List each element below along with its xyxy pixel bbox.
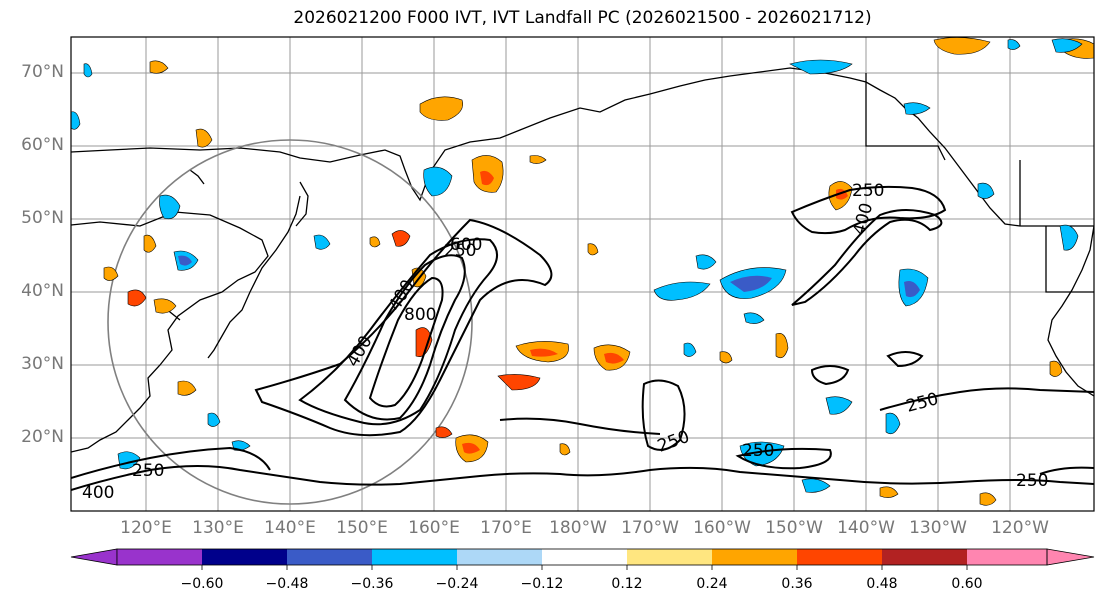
colorbar-segment	[117, 549, 202, 565]
colorbar-tick-label: 0.60	[951, 576, 983, 592]
colorbar-tick-label: −0.36	[350, 576, 394, 592]
colorbar-tick-label: 0.48	[866, 576, 898, 592]
colorbar-tick-label: 0.12	[611, 576, 643, 592]
colorbar-segment	[457, 549, 542, 565]
landfall-region-circle	[107, 139, 473, 505]
colorbar-tick-label: −0.48	[265, 576, 309, 592]
colorbar-tick-label: 0.36	[781, 576, 813, 592]
colorbar-min-extend	[70, 548, 118, 566]
lon-label: 160°E	[408, 518, 460, 538]
lon-label: 120°W	[991, 518, 1049, 538]
contour-label: 250	[742, 441, 774, 461]
lon-label: 180°W	[549, 518, 607, 538]
contour-label: 250	[1016, 471, 1048, 491]
ivt-contours	[71, 185, 1094, 491]
positive-shading	[103, 37, 1094, 506]
negative-shading	[71, 38, 1083, 493]
lat-label: 50°N	[21, 208, 64, 228]
colorbar-segment	[797, 549, 882, 565]
lon-label: 170°W	[621, 518, 679, 538]
lat-label: 40°N	[21, 281, 64, 301]
lon-label: 170°E	[480, 518, 532, 538]
lon-label: 150°E	[336, 518, 388, 538]
colorbar-frame	[116, 548, 1048, 566]
colorbar	[70, 548, 1095, 570]
colorbar-max-extend	[1046, 548, 1095, 566]
coastlines	[71, 67, 1094, 453]
contour-label: 250	[132, 461, 164, 481]
gridlines	[71, 37, 1094, 511]
contour-label: 600	[450, 235, 482, 255]
lon-label: 140°E	[264, 518, 316, 538]
lon-label: 120°E	[120, 518, 172, 538]
colorbar-segment	[967, 549, 1047, 565]
colorbar-segment	[202, 549, 287, 565]
map-title: 2026021200 F000 IVT, IVT Landfall PC (20…	[293, 8, 872, 28]
lat-label: 20°N	[21, 427, 64, 447]
map-frame	[70, 36, 1095, 512]
lon-label: 150°W	[765, 518, 823, 538]
colorbar-tick-label: −0.24	[435, 576, 479, 592]
colorbar-tick-label: −0.60	[180, 576, 224, 592]
lat-label: 60°N	[21, 135, 64, 155]
contour-label: 250	[444, 241, 476, 261]
colorbar-segment	[712, 549, 797, 565]
lon-label: 130°W	[909, 518, 967, 538]
colorbar-tick-label: 0.24	[696, 576, 728, 592]
lat-label: 70°N	[21, 62, 64, 82]
colorbar-segment	[372, 549, 457, 565]
contour-label: 400	[82, 483, 114, 503]
colorbar-segment	[287, 549, 372, 565]
lon-label: 160°W	[693, 518, 751, 538]
contour-label: 800	[404, 305, 436, 325]
colorbar-segment	[627, 549, 712, 565]
contour-label: 250	[852, 181, 884, 201]
lat-label: 30°N	[21, 354, 64, 374]
lon-label: 140°W	[837, 518, 895, 538]
colorbar-tick-label: −0.12	[520, 576, 564, 592]
colorbar-segment	[882, 549, 967, 565]
lon-label: 130°E	[192, 518, 244, 538]
colorbar-segment	[542, 549, 627, 565]
